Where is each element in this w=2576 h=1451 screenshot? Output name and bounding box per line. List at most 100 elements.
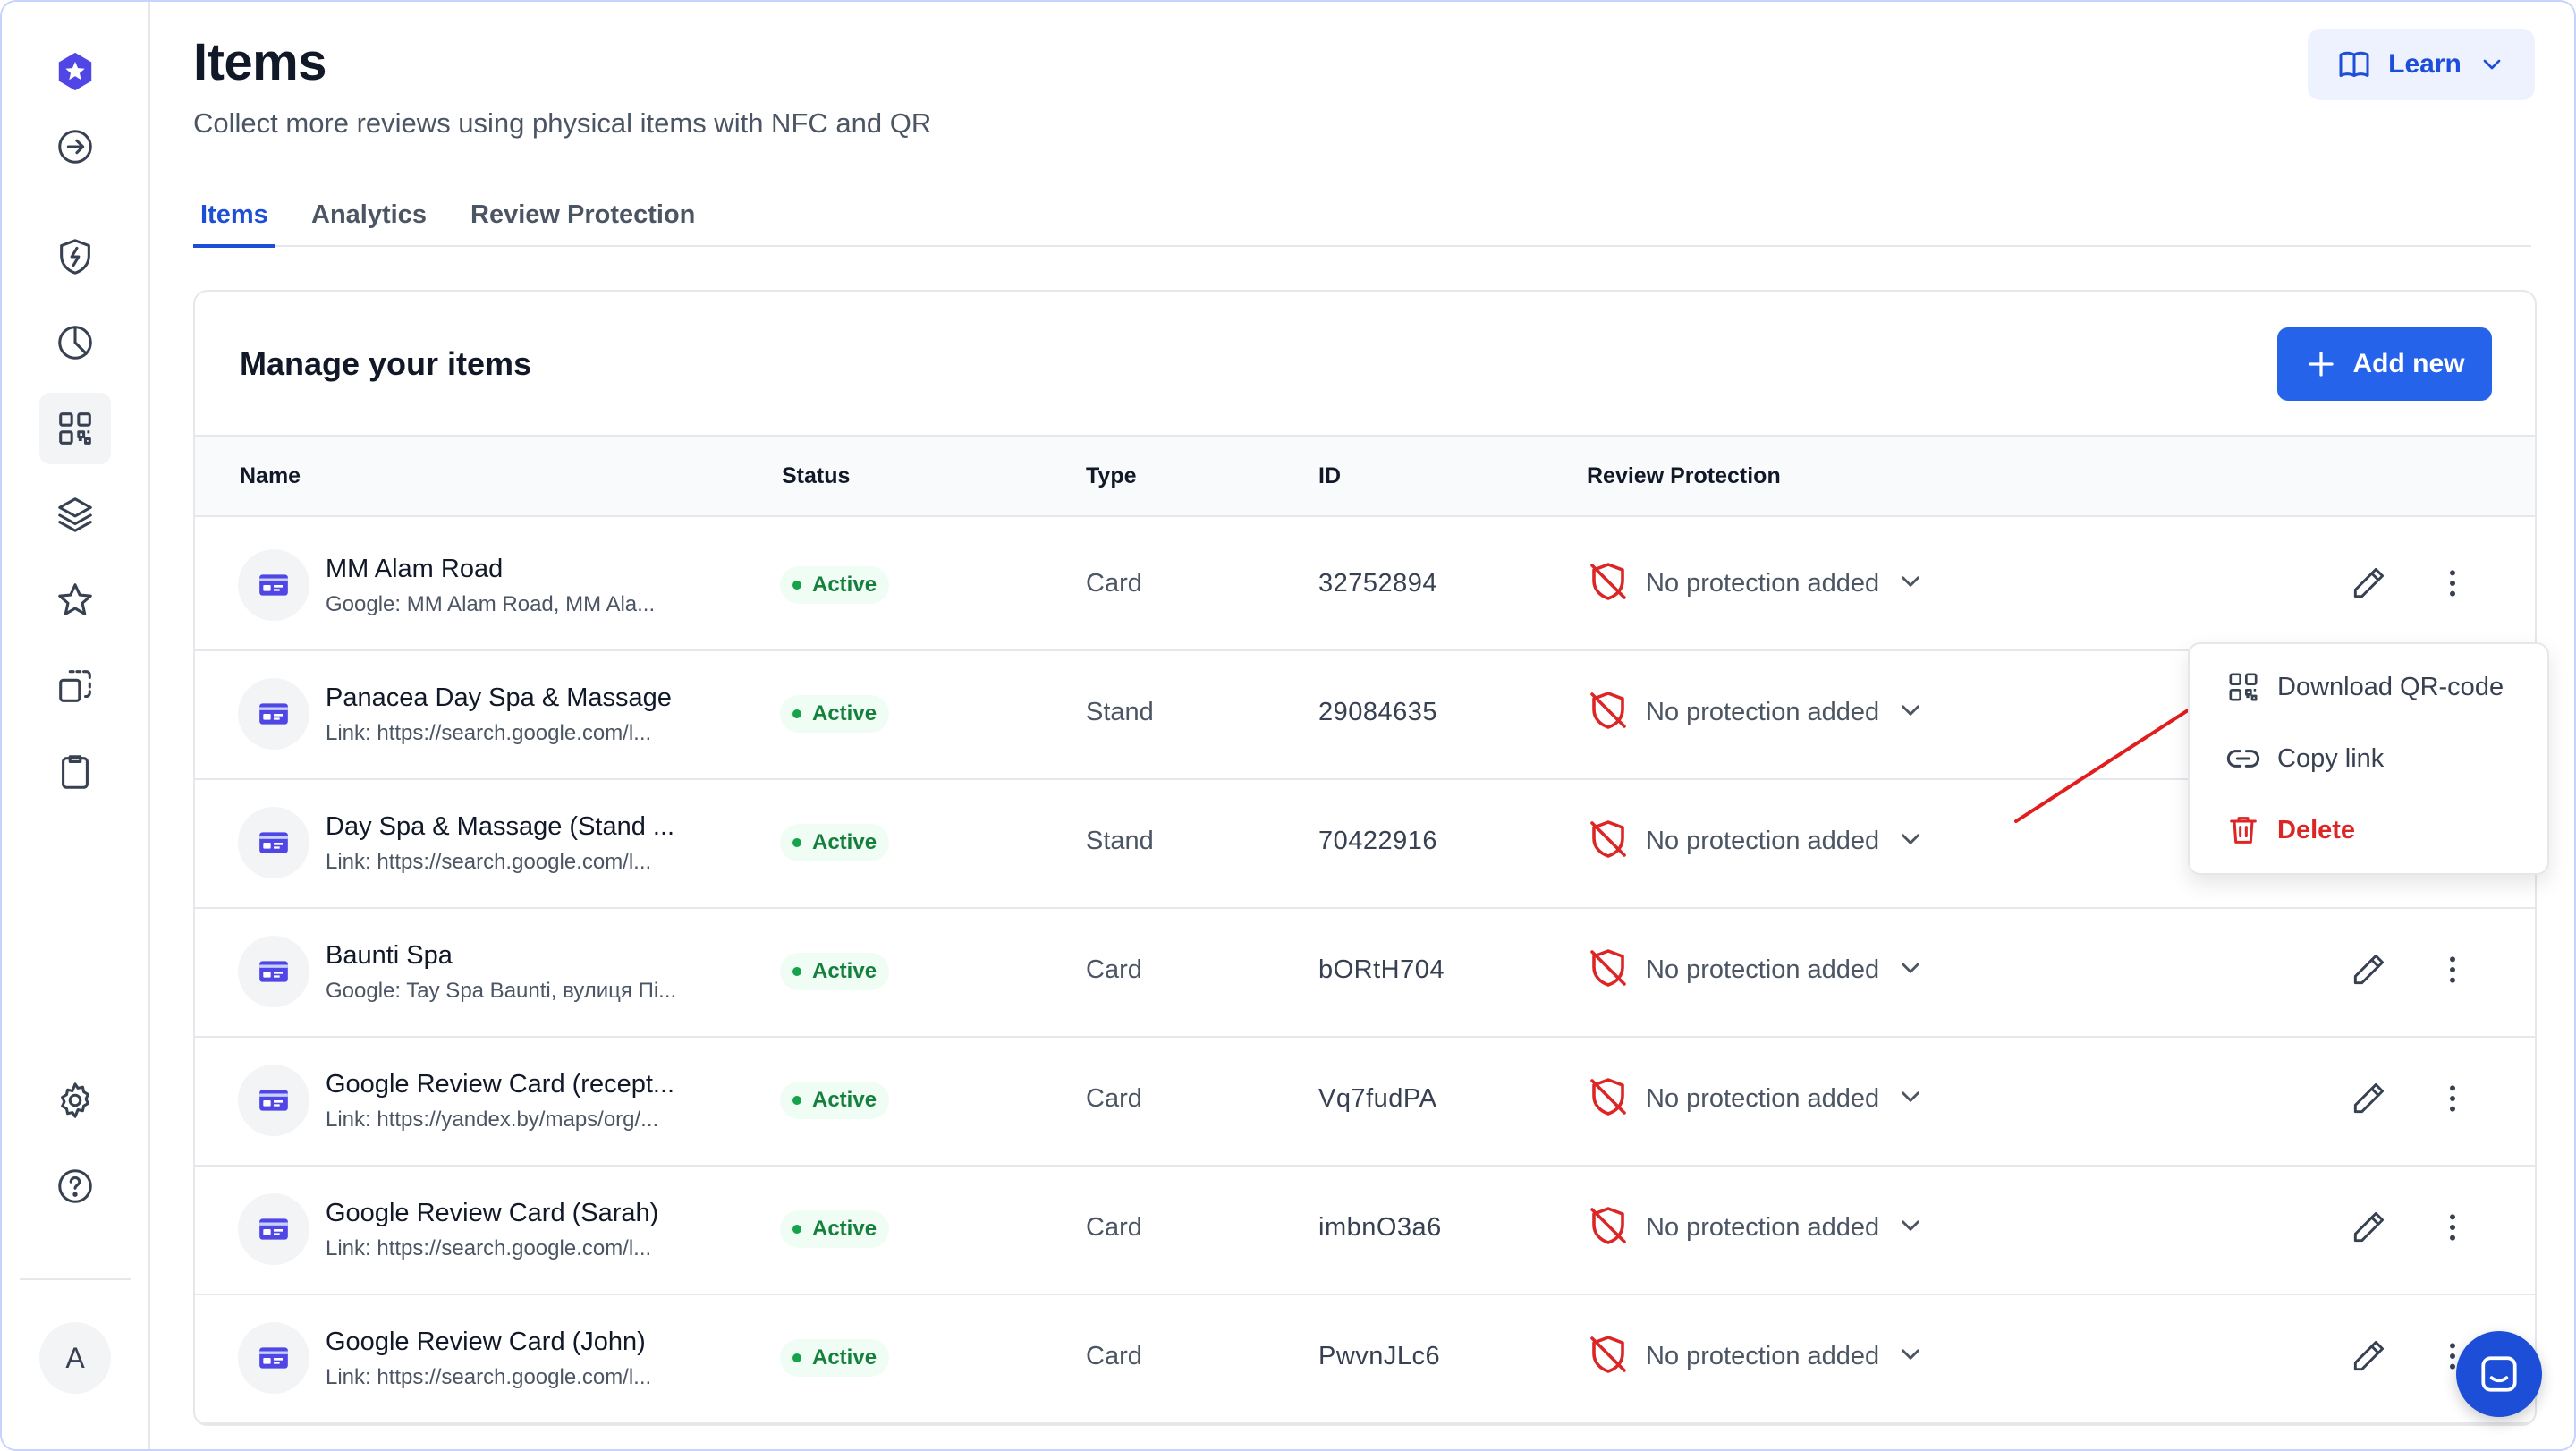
- settings-gear-icon[interactable]: [39, 1065, 111, 1136]
- download-qr-code-menu-item[interactable]: Download QR-code: [2225, 669, 2504, 705]
- column-header-name[interactable]: Name: [240, 463, 301, 488]
- more-options-icon[interactable]: [2429, 1075, 2476, 1122]
- status-badge: Active: [780, 953, 890, 990]
- protection-status: No protection added: [1646, 955, 1880, 984]
- review-protection-dropdown[interactable]: No protection added: [1587, 1075, 1926, 1123]
- table-row[interactable]: Google Review Card (Sarah) Link: https://…: [195, 1165, 2535, 1295]
- shield-off-icon: [1587, 689, 1630, 736]
- edit-pencil-icon[interactable]: [2345, 560, 2392, 607]
- qr-items-icon[interactable]: [39, 393, 111, 464]
- sidebar: A: [2, 2, 150, 1449]
- chevron-down-icon: [1895, 1339, 1926, 1374]
- page-subtitle: Collect more reviews using physical item…: [193, 107, 932, 139]
- item-name[interactable]: Google Review Card (Sarah): [326, 1199, 659, 1227]
- delete-menu-item[interactable]: Delete: [2225, 812, 2355, 848]
- item-id: PwvnJLc6: [1318, 1342, 1441, 1370]
- status-badge: Active: [780, 1082, 890, 1119]
- status-badge: Active: [780, 824, 890, 861]
- layers-icon[interactable]: [39, 479, 111, 550]
- item-card-icon: [238, 1322, 309, 1394]
- more-options-icon[interactable]: [2429, 560, 2476, 607]
- item-type: Stand: [1086, 827, 1154, 855]
- edit-pencil-icon[interactable]: [2345, 1333, 2392, 1379]
- table-row[interactable]: Day Spa & Massage (Stand ... Link: https:…: [195, 778, 2535, 909]
- shield-off-icon: [1587, 560, 1630, 607]
- support-chat-button[interactable]: [2456, 1331, 2542, 1417]
- edit-pencil-icon[interactable]: [2345, 1204, 2392, 1251]
- review-protection-dropdown[interactable]: No protection added: [1587, 818, 1926, 865]
- chevron-down-icon: [1895, 953, 1926, 988]
- user-avatar[interactable]: A: [39, 1322, 111, 1394]
- analytics-pie-icon[interactable]: [39, 307, 111, 378]
- status-badge: Active: [780, 695, 890, 733]
- column-header-type[interactable]: Type: [1086, 463, 1137, 488]
- review-protection-dropdown[interactable]: No protection added: [1587, 560, 1926, 607]
- sidebar-divider: [20, 1278, 131, 1280]
- help-circle-icon[interactable]: [39, 1150, 111, 1222]
- chevron-down-icon: [1895, 566, 1926, 601]
- expand-sidebar-icon[interactable]: [39, 111, 111, 182]
- shield-off-icon: [1587, 1204, 1630, 1252]
- book-icon: [2339, 51, 2369, 77]
- review-protection-dropdown[interactable]: No protection added: [1587, 689, 1926, 736]
- tab-bar: Items Analytics Review Protection: [193, 200, 2531, 248]
- item-name[interactable]: Google Review Card (John): [326, 1328, 646, 1356]
- item-id: 70422916: [1318, 827, 1438, 855]
- table-row[interactable]: Baunti Spa Google: Tay Spa Baunti, вулиця…: [195, 907, 2535, 1038]
- status-badge: Active: [780, 1339, 890, 1377]
- chevron-down-icon: [1895, 1210, 1926, 1245]
- shield-off-icon: [1587, 1075, 1630, 1123]
- tab-review-protection[interactable]: Review Protection: [470, 200, 696, 229]
- add-new-label: Add new: [2352, 349, 2465, 378]
- table-row[interactable]: MM Alam Road Google: MM Alam Road, MM Ala…: [195, 521, 2535, 651]
- item-name[interactable]: Panacea Day Spa & Massage: [326, 683, 672, 712]
- more-options-icon[interactable]: [2429, 946, 2476, 993]
- item-card-icon: [238, 678, 309, 750]
- table-row[interactable]: Google Review Card (recept... Link: https…: [195, 1036, 2535, 1167]
- review-protection-dropdown[interactable]: No protection added: [1587, 946, 1926, 994]
- item-name[interactable]: MM Alam Road: [326, 555, 504, 583]
- item-name[interactable]: Day Spa & Massage (Stand ...: [326, 812, 675, 841]
- item-card-icon: [238, 807, 309, 878]
- chat-icon: [2481, 1356, 2517, 1392]
- star-icon[interactable]: [39, 564, 111, 636]
- chevron-down-icon: [1895, 824, 1926, 859]
- column-header-review-protection[interactable]: Review Protection: [1587, 463, 1781, 488]
- item-link: Link: https://yandex.by/maps/org/...: [326, 1107, 659, 1132]
- table-row[interactable]: Google Review Card (John) Link: https://s…: [195, 1294, 2535, 1424]
- column-header-status[interactable]: Status: [782, 463, 851, 488]
- more-options-icon[interactable]: [2429, 1333, 2476, 1379]
- widgets-icon[interactable]: [39, 650, 111, 722]
- card-title: Manage your items: [240, 345, 532, 382]
- item-link: Link: https://search.google.com/l...: [326, 721, 652, 745]
- item-type: Card: [1086, 569, 1142, 598]
- clipboard-icon[interactable]: [39, 736, 111, 808]
- table-row[interactable]: Panacea Day Spa & Massage Link: https://s…: [195, 649, 2535, 780]
- edit-pencil-icon[interactable]: [2345, 1075, 2392, 1122]
- item-link: Google: Tay Spa Baunti, вулиця Пі...: [326, 979, 677, 1003]
- item-id: 32752894: [1318, 569, 1438, 598]
- more-options-icon[interactable]: [2429, 1204, 2476, 1251]
- shield-off-icon: [1587, 818, 1630, 865]
- tab-items[interactable]: Items: [193, 200, 275, 248]
- edit-pencil-icon[interactable]: [2345, 946, 2392, 993]
- logo-star-icon[interactable]: [39, 36, 111, 107]
- column-header-id[interactable]: ID: [1318, 463, 1341, 488]
- shield-bolt-icon[interactable]: [39, 221, 111, 293]
- learn-button[interactable]: Learn: [2308, 29, 2535, 100]
- review-protection-dropdown[interactable]: No protection added: [1587, 1333, 1926, 1380]
- add-new-button[interactable]: Add new: [2277, 327, 2492, 401]
- delete-label: Delete: [2277, 815, 2356, 844]
- tab-analytics[interactable]: Analytics: [311, 200, 427, 229]
- review-protection-dropdown[interactable]: No protection added: [1587, 1204, 1926, 1252]
- protection-status: No protection added: [1646, 1213, 1880, 1242]
- item-id: imbnO3a6: [1318, 1213, 1442, 1242]
- item-card-icon: [238, 1193, 309, 1265]
- copy-link-menu-item[interactable]: Copy link: [2225, 741, 2384, 776]
- page-title: Items: [193, 33, 327, 91]
- trash-icon: [2230, 817, 2257, 844]
- link-icon: [2226, 750, 2260, 768]
- item-name[interactable]: Baunti Spa: [326, 941, 453, 970]
- item-name[interactable]: Google Review Card (recept...: [326, 1070, 675, 1099]
